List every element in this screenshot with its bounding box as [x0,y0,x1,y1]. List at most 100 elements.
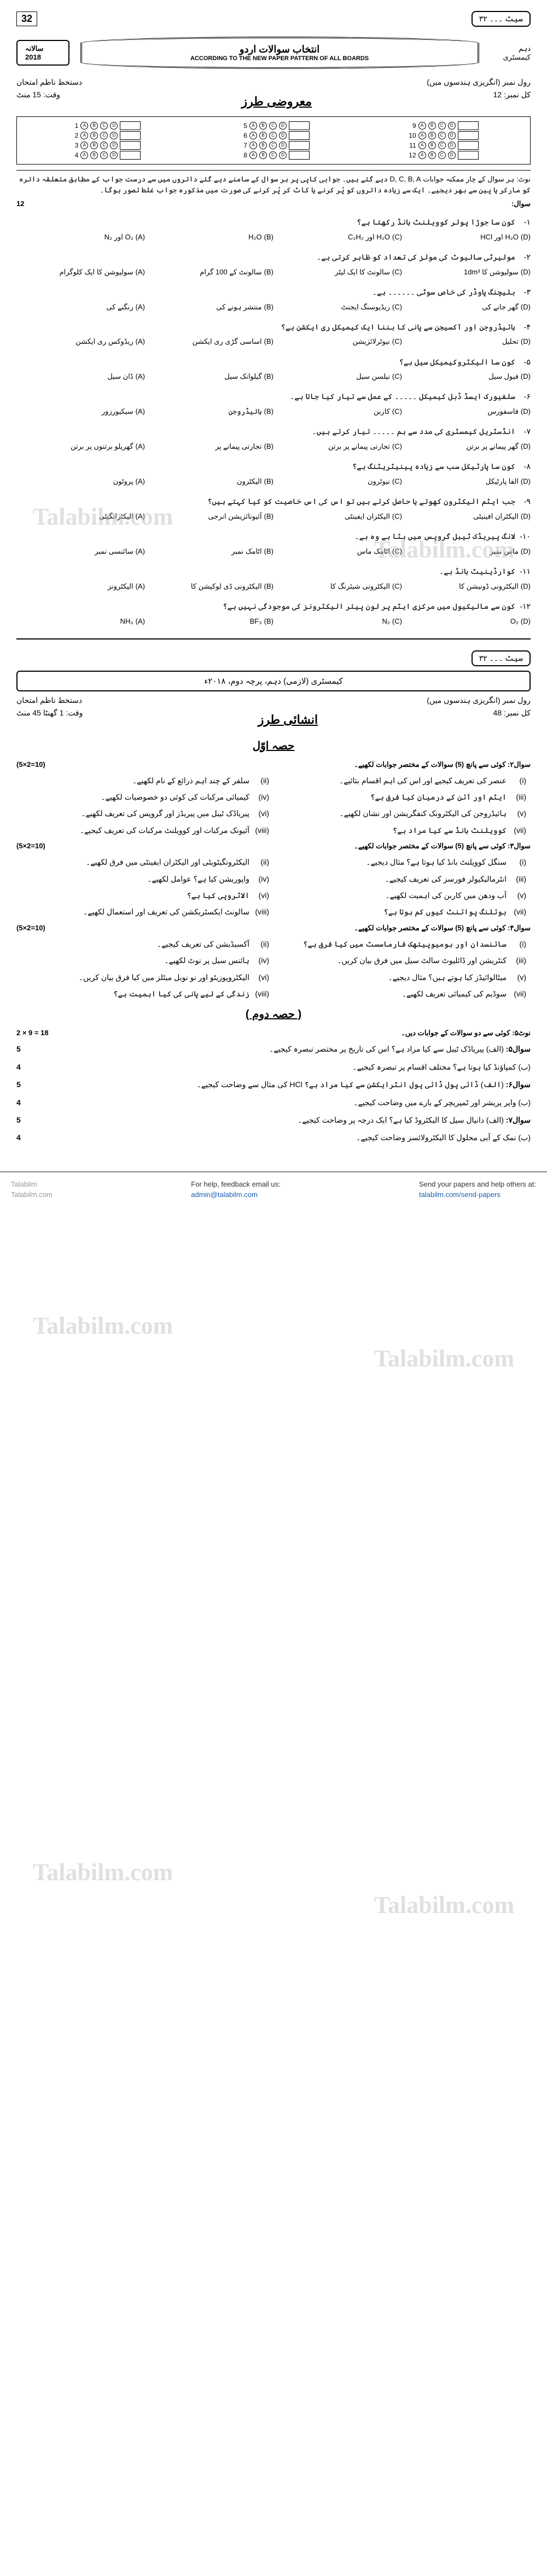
mcq-number: ۵- [515,356,531,369]
mcq-option: (A)O₂ اور N₂ [16,231,145,243]
answer-bubble[interactable]: C [100,142,108,149]
sign-label: دستخط ناظم امتحان [16,696,82,705]
mcq-question: کون سے مالیکیول میں مرکزی ایٹم پر لون پی… [223,602,515,611]
answer-bubble[interactable]: B [90,122,98,130]
bubble-row-num: 7 [237,142,247,149]
answer-bubble[interactable]: A [418,151,426,159]
answer-bubble[interactable]: B [90,132,98,139]
answer-bubble[interactable]: D [110,151,118,159]
answer-bubble[interactable]: C [269,122,277,130]
paper-banner: انتخاب سوالات اردو ACCORDING TO THE NEW … [80,37,479,69]
answer-bubble[interactable]: D [448,122,456,130]
answer-bubble[interactable]: D [448,132,456,139]
answer-bubble[interactable]: B [428,132,436,139]
subjective-header-box: کیمسٹری (لازمی) دہم، پرچہ دوم، ۲۰۱۸ء [16,671,531,691]
answer-bubble[interactable]: C [269,142,277,149]
answer-bubble[interactable]: C [438,151,446,159]
answer-bubble[interactable]: D [448,142,456,149]
answer-bubble[interactable]: B [428,151,436,159]
mcq-option: (B)آئیونائزیشن انرجی [145,510,274,523]
answer-bubble[interactable]: B [428,122,436,130]
instructions-note: نوٹ: ہر سوال کے چار ممکنہ جوابات D, C, B… [16,170,531,195]
bubble-code-box [458,151,479,160]
answer-bubble[interactable]: A [418,132,426,139]
answer-bubble[interactable]: C [100,151,108,159]
mcq-question: انڈسٹریل کیمسٹری کی مدد سے ہم ۔۔۔۔۔ تیار… [312,427,515,436]
mcq-option: (B)ہائیڈروجن [145,406,274,418]
sq2-marks: (5×2=10) [16,760,45,769]
mcq-question: کون سا الیکٹروکیمیکل سیل ہے؟ [399,357,515,366]
roll-label: رول نمبر (انگریزی ہندسوں میں) [427,696,531,705]
mcq-number: ۷- [515,425,531,438]
answer-bubble[interactable]: D [279,151,287,159]
answer-bubble[interactable]: D [110,132,118,139]
mcq-item: ۱۰-لانگ پیریڈک ٹیبل گروپس میں بٹا ہے وہ … [16,530,531,558]
answer-bubble[interactable]: B [428,142,436,149]
mcq-item: ۸-کون سا پارٹیکل سب سے زیادہ پینیٹریٹنگ … [16,460,531,488]
bubble-code-box [289,131,310,140]
bubble-row-num: 4 [68,151,78,159]
short-question: (iv)کیمیائی مرکبات کی کوئی دو خصوصیات لک… [16,791,274,803]
answer-bubble[interactable]: C [438,142,446,149]
short-question: (viii)زندگی کے لیے پانی کی کیا اہمیت ہے؟ [16,988,274,1000]
answer-bubble[interactable]: A [80,142,88,149]
answer-bubble[interactable]: D [110,122,118,130]
answer-bubble[interactable]: C [100,122,108,130]
answer-bubble[interactable]: B [259,132,267,139]
answer-bubble[interactable]: B [259,122,267,130]
answer-bubble[interactable]: B [259,151,267,159]
answer-bubble[interactable]: C [438,132,446,139]
answer-bubble[interactable]: A [418,142,426,149]
help-email-link[interactable]: admin@talabilm.com [191,1190,258,1199]
answer-bubble[interactable]: D [279,132,287,139]
answer-bubble[interactable]: B [259,142,267,149]
answer-bubble[interactable]: A [80,151,88,159]
bubble-row-num: 9 [406,122,416,130]
short-question: (iii)ایٹم اور آئن کے درمیان کیا فرق ہے؟ [274,791,531,803]
answer-bubble[interactable]: C [100,132,108,139]
short-question: (i)عنصر کی تعریف کیجیے اور اس کی اہم اقس… [274,774,531,787]
answer-bubble[interactable]: A [418,122,426,130]
bubble-code-box [289,151,310,160]
send-papers-link[interactable]: talabilm.com/send-papers [419,1190,501,1199]
mcq-option: (B)اساسی گڑی ری ایکشن [145,336,274,348]
mcq-item: ۱۱-کوارڈینیٹ بانڈ ہے۔(A)الیکٹرونز(B)الیک… [16,565,531,592]
answer-bubble[interactable]: C [269,151,277,159]
long-question-marks: 4 [16,1061,38,1073]
sq4-marks: (5×2=10) [16,924,45,932]
answer-bubble[interactable]: B [90,142,98,149]
answer-bubble[interactable]: A [80,132,88,139]
answer-bubble[interactable]: A [249,122,257,130]
bubble-code-box [120,141,141,150]
bubble-code-box [120,131,141,140]
roll-label: رول نمبر (انگریزی ہندسوں میں) [427,78,531,87]
bubble-code-box [289,141,310,150]
mcq-option: (D)گھر جانے کی [402,301,531,313]
answer-bubble[interactable]: D [448,151,456,159]
answer-bubble[interactable]: C [269,132,277,139]
answer-bubble[interactable]: A [249,132,257,139]
mcq-item: ۹-جب ایٹم الیکٹرون کھوتے یا حاصل کرتے ہی… [16,495,531,523]
sq2-heading: سوال۲: کوئی سے پانچ (5) سوالات کے مختصر … [354,760,531,769]
answer-bubble[interactable]: D [279,122,287,130]
mcq-question: جب ایٹم الیکٹرون کھوتے یا حاصل کرتے ہیں … [207,497,515,506]
mcq-question: کوارڈینیٹ بانڈ ہے۔ [439,567,515,576]
answer-bubble[interactable]: B [90,151,98,159]
mcq-number: ۳- [515,286,531,299]
long-question-part: سوال۶: (الف) ڈائی پول ڈائی پول انٹرایکشن… [38,1078,531,1090]
bubble-row-num: 8 [237,151,247,159]
answer-bubble[interactable]: D [279,142,287,149]
long-question-part: سوال۷: (الف) دانیال سیل کا الیکٹروڈ کیا … [38,1114,531,1126]
answer-bubble[interactable]: A [80,122,88,130]
mcq-option: (B)گیلوانک سیل [145,371,274,383]
answer-bubble[interactable]: C [438,122,446,130]
send-label: Send your papers and help others at: [419,1179,536,1190]
mcq-item: ۱-کون سا جوڑا پولر کوویلنٹ بانڈ رکھتا ہے… [16,216,531,243]
answer-bubble[interactable]: A [249,151,257,159]
answer-bubble[interactable]: A [249,142,257,149]
bubble-sheet: 1ABCD2ABCD3ABCD4ABCD5ABCD6ABCD7ABCD8ABCD… [16,116,531,165]
answer-bubble[interactable]: D [110,142,118,149]
fish-label: سیٹ ۔۔۔ ۳۲ [472,650,531,666]
mcq-number: ۱۱- [515,565,531,578]
mcq-option: (D)الیکٹرونی ڈونیشن کا [402,580,531,592]
